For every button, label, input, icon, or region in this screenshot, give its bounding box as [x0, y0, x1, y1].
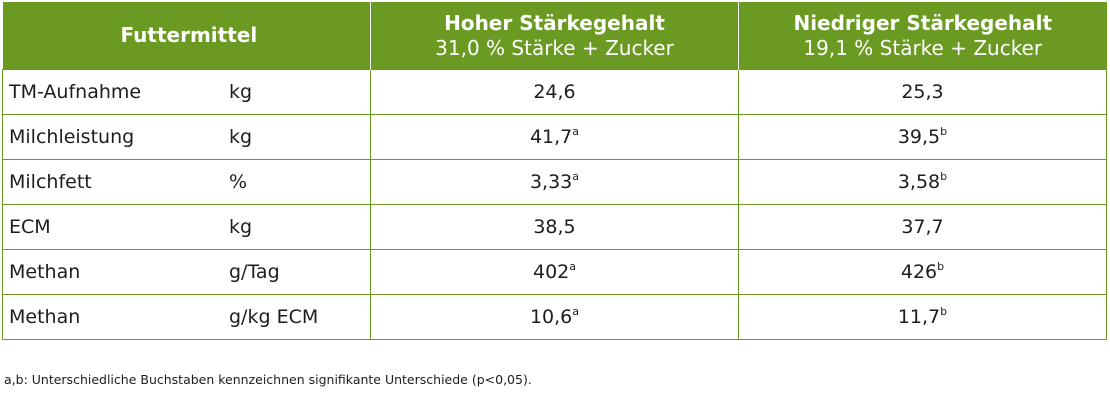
- value-text: 39,5: [897, 126, 941, 148]
- row-label-cell: Methan g/kg ECM: [2, 294, 371, 340]
- table-row: Methan g/kg ECM 10,6a 11,7b: [2, 294, 1107, 340]
- row-label-cell: Milchfett %: [2, 159, 371, 205]
- value-low-starch: 39,5b: [738, 114, 1107, 160]
- row-label-cell: Milchleistung kg: [2, 114, 371, 160]
- value-high-starch: 10,6a: [370, 294, 739, 340]
- row-label-cell: Methan g/Tag: [2, 249, 371, 295]
- significance-marker: b: [940, 170, 948, 183]
- value-text: 38,5: [533, 216, 576, 238]
- row-unit: g/Tag: [229, 261, 280, 283]
- row-label-cell: TM-Aufnahme kg: [2, 69, 371, 115]
- feed-comparison-table: Futtermittel Hoher Stärkegehalt 31,0 % S…: [2, 2, 1107, 340]
- row-unit: kg: [229, 216, 253, 238]
- significance-footnote: a,b: Unterschiedliche Buchstaben kennzei…: [4, 372, 532, 387]
- value-low-starch: 25,3: [738, 69, 1107, 115]
- value-high-starch: 41,7a: [370, 114, 739, 160]
- header-title-futtermittel: Futtermittel: [120, 23, 258, 47]
- header-row: Futtermittel Hoher Stärkegehalt 31,0 % S…: [2, 2, 1107, 70]
- header-title-low-starch: Niedriger Stärkegehalt: [793, 10, 1053, 35]
- table-row: Methan g/Tag 402a 426b: [2, 249, 1107, 295]
- value-text: 37,7: [901, 216, 944, 238]
- significance-marker: a: [569, 260, 576, 273]
- table-row: Milchleistung kg 41,7a 39,5b: [2, 114, 1107, 160]
- row-label: Methan: [9, 261, 81, 283]
- value-text: 3,33: [529, 171, 573, 193]
- value-low-starch: 11,7b: [738, 294, 1107, 340]
- header-title-high-starch: Hoher Stärkegehalt: [444, 10, 665, 35]
- value-high-starch: 402a: [370, 249, 739, 295]
- value-text: 10,6: [529, 306, 573, 328]
- significance-marker: b: [940, 125, 948, 138]
- row-unit: g/kg ECM: [229, 306, 319, 328]
- row-unit: kg: [229, 126, 253, 148]
- table-row: ECM kg 38,5 37,7: [2, 204, 1107, 250]
- value-low-starch: 3,58b: [738, 159, 1107, 205]
- header-cell-high-starch: Hoher Stärkegehalt 31,0 % Stärke + Zucke…: [370, 2, 739, 70]
- value-text: 41,7: [529, 126, 573, 148]
- significance-marker: b: [940, 305, 948, 318]
- value-text: 402: [532, 261, 570, 283]
- value-text: 25,3: [901, 81, 944, 103]
- significance-marker: a: [572, 170, 580, 183]
- value-text: 3,58: [897, 171, 941, 193]
- row-label-cell: ECM kg: [2, 204, 371, 250]
- significance-marker: a: [572, 305, 580, 318]
- significance-marker: a: [572, 125, 580, 138]
- row-unit: kg: [229, 81, 253, 103]
- row-label: TM-Aufnahme: [9, 81, 142, 103]
- table-body: TM-Aufnahme kg 24,6 25,3 Milchleistung k…: [2, 69, 1107, 340]
- row-unit: %: [229, 171, 248, 193]
- header-cell-low-starch: Niedriger Stärkegehalt 19,1 % Stärke + Z…: [738, 2, 1107, 70]
- header-subtitle-low-starch: 19,1 % Stärke + Zucker: [803, 35, 1043, 60]
- value-text: 24,6: [533, 81, 576, 103]
- significance-marker: b: [937, 260, 945, 273]
- row-label: ECM: [9, 216, 51, 238]
- results-table-container: Futtermittel Hoher Stärkegehalt 31,0 % S…: [2, 2, 1107, 340]
- value-high-starch: 24,6: [370, 69, 739, 115]
- header-subtitle-high-starch: 31,0 % Stärke + Zucker: [435, 35, 674, 60]
- row-label: Milchleistung: [9, 126, 135, 148]
- value-low-starch: 37,7: [738, 204, 1107, 250]
- value-low-starch: 426b: [738, 249, 1107, 295]
- value-text: 11,7: [897, 306, 941, 328]
- row-label: Methan: [9, 306, 81, 328]
- table-row: Milchfett % 3,33a 3,58b: [2, 159, 1107, 205]
- header-cell-futtermittel: Futtermittel: [2, 2, 371, 70]
- value-text: 426: [900, 261, 938, 283]
- row-label: Milchfett: [9, 171, 92, 193]
- value-high-starch: 38,5: [370, 204, 739, 250]
- table-row: TM-Aufnahme kg 24,6 25,3: [2, 69, 1107, 115]
- value-high-starch: 3,33a: [370, 159, 739, 205]
- table-header: Futtermittel Hoher Stärkegehalt 31,0 % S…: [2, 2, 1107, 70]
